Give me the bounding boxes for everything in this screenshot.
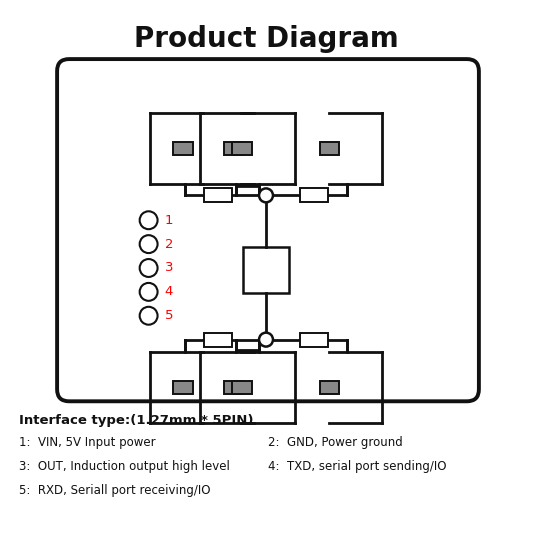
Bar	[224, 142, 244, 155]
Circle shape	[140, 211, 158, 229]
Text: 2:  GND, Power ground: 2: GND, Power ground	[268, 436, 403, 449]
Circle shape	[259, 188, 273, 203]
Bar	[320, 142, 340, 155]
Bar	[204, 188, 232, 203]
Text: 1:  VIN, 5V Input power: 1: VIN, 5V Input power	[19, 436, 156, 449]
Circle shape	[140, 235, 158, 253]
Text: 3:  OUT, Induction output high level: 3: OUT, Induction output high level	[19, 460, 230, 473]
Circle shape	[140, 283, 158, 301]
Bar	[300, 333, 328, 346]
Text: 5: 5	[165, 309, 173, 322]
Text: Interface type:(1.27mm * 5PIN): Interface type:(1.27mm * 5PIN)	[19, 414, 254, 427]
Text: 4: 4	[165, 285, 173, 298]
Circle shape	[259, 333, 273, 346]
Bar	[320, 381, 340, 394]
Bar	[224, 381, 244, 394]
Text: 5:  RXD, Seriall port receiving/IO: 5: RXD, Seriall port receiving/IO	[19, 484, 211, 497]
Text: 1: 1	[165, 214, 173, 227]
Bar	[243, 247, 289, 293]
Text: 3: 3	[165, 262, 173, 274]
Bar	[204, 333, 232, 346]
Circle shape	[140, 307, 158, 325]
Bar	[173, 142, 192, 155]
Text: 2: 2	[165, 238, 173, 251]
Bar	[173, 381, 192, 394]
Circle shape	[140, 259, 158, 277]
Bar	[232, 142, 252, 155]
Bar	[300, 188, 328, 203]
Text: 4:  TXD, serial port sending/IO: 4: TXD, serial port sending/IO	[268, 460, 447, 473]
FancyBboxPatch shape	[57, 59, 479, 401]
Text: Product Diagram: Product Diagram	[134, 25, 398, 53]
Bar	[232, 381, 252, 394]
